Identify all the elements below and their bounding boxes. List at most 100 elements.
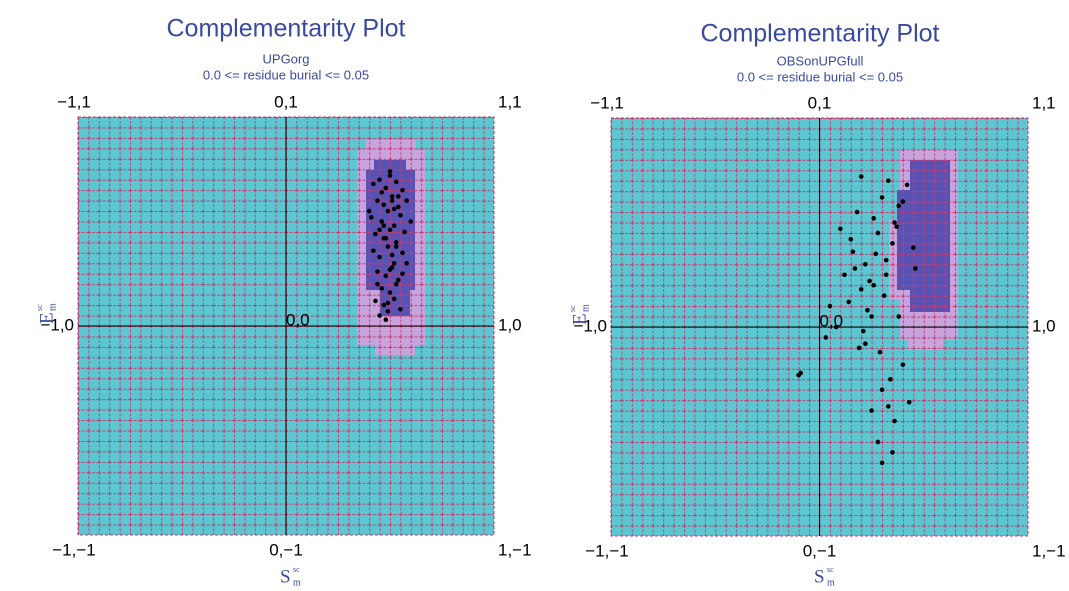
data-point	[398, 306, 403, 312]
data-point	[875, 439, 881, 445]
data-point	[383, 273, 389, 279]
data-point	[879, 387, 885, 393]
data-point	[381, 223, 387, 228]
data-point	[385, 300, 391, 306]
data-point	[379, 189, 384, 195]
data-point	[842, 272, 847, 278]
data-point	[396, 204, 401, 210]
data-point	[879, 195, 885, 200]
panel	[610, 117, 1029, 537]
x-axis-label: S	[814, 566, 825, 587]
data-point	[400, 271, 405, 277]
data-point	[371, 181, 376, 187]
data-point	[877, 349, 883, 355]
reference-label: 1,1	[498, 92, 522, 111]
x-axis-label-sup: sc	[293, 565, 300, 574]
data-point	[900, 362, 906, 367]
data-point	[385, 244, 391, 249]
data-point	[375, 281, 380, 287]
reference-label: 0,−1	[803, 541, 837, 560]
data-point	[854, 209, 860, 215]
data-point	[869, 314, 874, 319]
reference-label: −1,−1	[52, 540, 96, 559]
data-point	[375, 269, 380, 274]
data-point	[827, 303, 833, 309]
data-point	[890, 450, 895, 455]
data-point	[871, 216, 877, 221]
chart-title: Complementarity Plot	[167, 15, 406, 43]
data-point	[863, 341, 868, 347]
data-point	[890, 241, 895, 246]
data-point	[391, 261, 397, 266]
data-point	[373, 298, 378, 304]
y-axis-label-sub: m	[580, 304, 591, 312]
y-axis-label: E	[569, 313, 590, 325]
data-point	[389, 252, 395, 258]
data-point	[892, 418, 897, 424]
y-axis-label: E	[36, 312, 57, 324]
data-point	[391, 296, 397, 302]
data-point	[393, 240, 399, 245]
data-point	[873, 251, 879, 257]
data-point	[371, 248, 376, 254]
data-point	[373, 231, 378, 237]
data-point	[867, 278, 872, 284]
data-point	[387, 169, 393, 174]
data-point	[391, 223, 397, 228]
data-point	[904, 182, 910, 188]
data-point	[911, 245, 916, 250]
reference-label: 1,−1	[1032, 541, 1066, 560]
data-point	[396, 277, 401, 283]
data-point	[883, 257, 889, 263]
chart-subtitle: OBSonUPGfull	[777, 53, 864, 68]
data-point	[387, 227, 393, 233]
data-point	[833, 324, 839, 330]
data-point	[368, 215, 374, 220]
x-axis-label: S	[280, 566, 291, 587]
data-point	[381, 202, 387, 208]
x-axis-label-sup: sc	[827, 565, 834, 574]
reference-label: −1,−1	[585, 541, 629, 560]
reference-label: 1,0	[498, 315, 522, 334]
data-point	[858, 287, 864, 292]
reference-label: 0,1	[274, 92, 298, 111]
y-axis-label-sub: m	[47, 303, 58, 311]
y-axis-label-group: Esc m	[35, 303, 58, 324]
data-point	[393, 179, 399, 185]
data-point	[886, 178, 891, 183]
data-point	[894, 224, 899, 229]
data-point	[387, 173, 393, 178]
data-point	[377, 254, 382, 260]
data-point	[892, 220, 897, 225]
data-point	[383, 185, 389, 191]
data-point	[871, 282, 877, 288]
data-point	[379, 219, 384, 224]
data-point	[850, 249, 856, 255]
data-point	[886, 404, 891, 409]
data-point	[377, 177, 382, 182]
data-point	[393, 281, 399, 287]
data-point	[846, 299, 851, 305]
data-point	[856, 345, 862, 351]
y-axis-label-sup: sc	[568, 305, 577, 312]
data-point	[408, 219, 414, 224]
y-axis-label-group: Esc m	[568, 304, 591, 325]
data-point	[393, 244, 399, 249]
reference-label: 1,1	[1032, 93, 1056, 112]
data-point	[865, 307, 870, 313]
data-point	[398, 212, 403, 218]
data-point	[869, 408, 874, 413]
data-point	[381, 302, 387, 308]
data-point	[396, 194, 401, 199]
reference-label: 1,0	[1032, 316, 1056, 335]
panel	[77, 116, 495, 536]
data-point	[387, 267, 393, 272]
data-point	[404, 198, 409, 203]
data-point	[896, 203, 902, 209]
data-point	[875, 230, 881, 236]
data-point	[863, 262, 868, 267]
data-point	[387, 290, 393, 295]
reference-label: −1,1	[590, 93, 624, 112]
x-axis-label-sub: m	[293, 577, 301, 588]
data-point	[400, 187, 405, 193]
